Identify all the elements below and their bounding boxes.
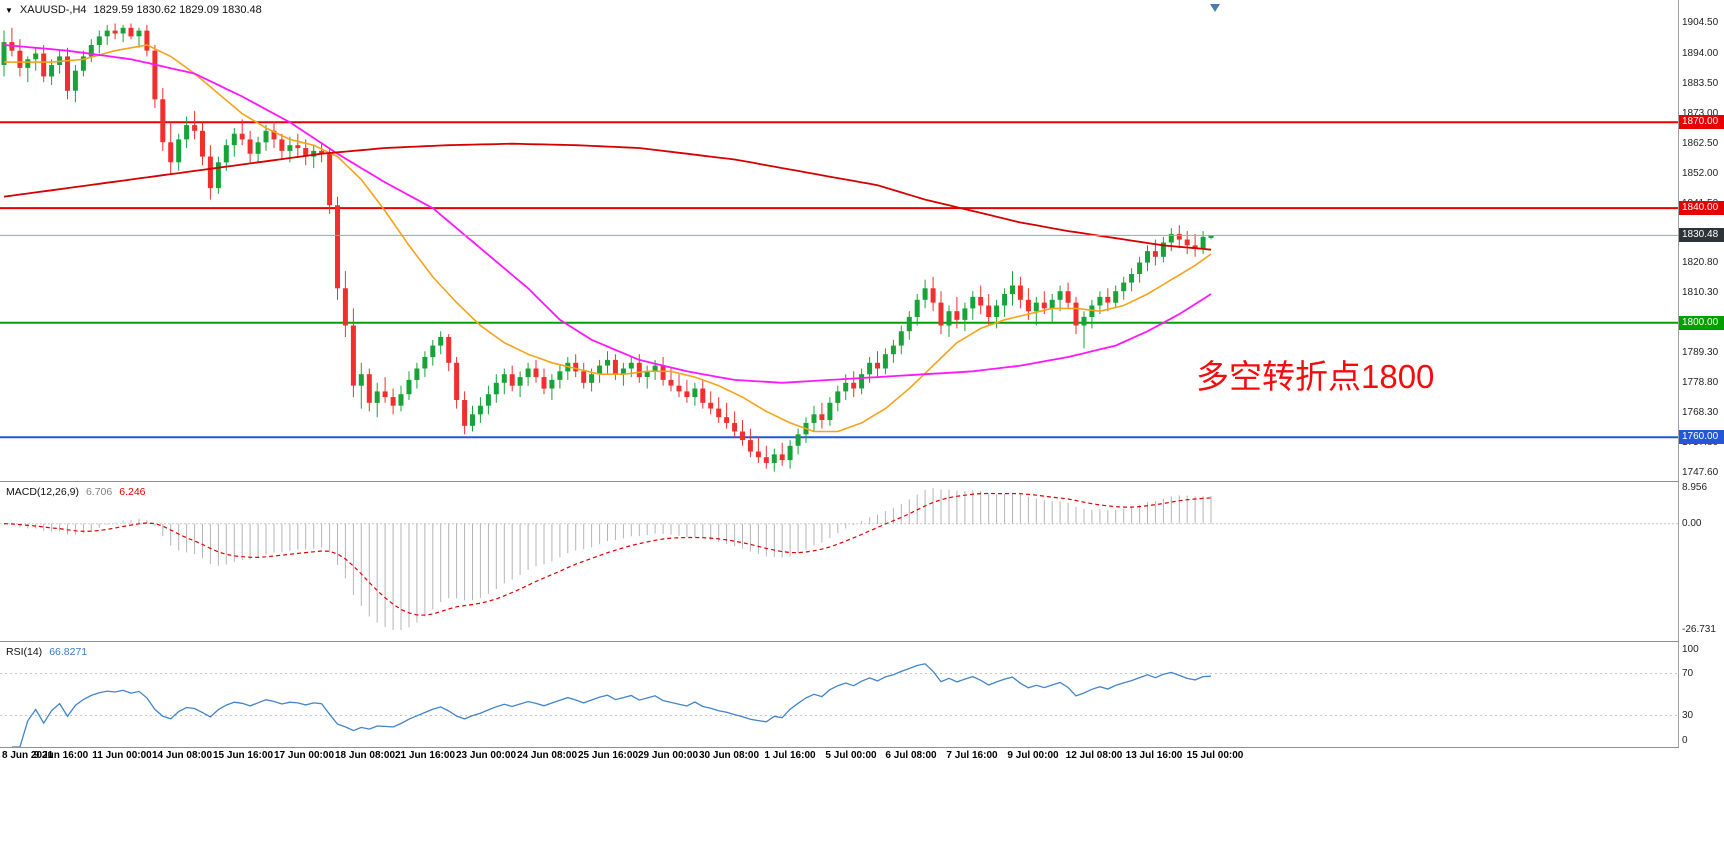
candles — [1, 23, 1214, 472]
price-tick-label: 1873.00 — [1682, 108, 1719, 119]
price-tick-label: 1747.60 — [1682, 467, 1719, 478]
rsi-axis-label: 30 — [1682, 710, 1694, 721]
ma-slow-line[interactable] — [3, 142, 1212, 251]
symbol-marker-icon: ▼ — [5, 5, 13, 15]
chart-shift-marker-icon[interactable] — [1210, 4, 1220, 12]
macd-histogram — [11, 488, 1212, 630]
time-axis-label: 17 Jun 00:00 — [273, 750, 335, 761]
time-axis-label: 1 Jul 16:00 — [764, 750, 816, 761]
time-axis-label: 14 Jun 08:00 — [151, 750, 213, 761]
rsi-axis-label: 70 — [1682, 668, 1694, 679]
price-tick-label: 1894.00 — [1682, 48, 1719, 59]
time-axis-label: 15 Jul 00:00 — [1186, 750, 1244, 761]
macd-axis-label: 0.00 — [1682, 518, 1702, 529]
rsi-axis-label: 0 — [1682, 735, 1688, 746]
macd-axis-label: -26.731 — [1682, 624, 1716, 635]
time-axis-label: 23 Jun 00:00 — [455, 750, 517, 761]
time-axis-label: 7 Jul 16:00 — [946, 750, 998, 761]
price-scale[interactable]: 1904.50 1894.00 1883.50 1873.00 1862.50 1852.… — [1678, 0, 1724, 748]
rsi-panel-plot[interactable] — [0, 642, 1678, 747]
symbol-timeframe: XAUUSD-,H4 — [19, 4, 87, 16]
macd-indicator-label: MACD(12,26,9) 6.706 6.246 — [6, 486, 146, 498]
price-tick-label: 1852.00 — [1682, 168, 1719, 179]
main-chart-plot[interactable] — [0, 0, 1678, 481]
time-axis-label: 18 Jun 08:00 — [334, 750, 396, 761]
macd-signal-line — [3, 492, 1212, 616]
ohlc-readout: 1829.59 1830.62 1829.09 1830.48 — [93, 4, 262, 16]
price-tick-label: 1789.30 — [1682, 347, 1719, 358]
time-axis-label: 8 Jun 2021 — [2, 750, 54, 761]
ma-mid-line[interactable] — [3, 44, 1212, 384]
time-axis-label: 6 Jul 08:00 — [885, 750, 937, 761]
price-tick-label: 1883.50 — [1682, 78, 1719, 89]
time-axis-label: 5 Jul 00:00 — [825, 750, 877, 761]
time-axis-label: 12 Jul 08:00 — [1065, 750, 1123, 761]
price-tick-label: 1904.50 — [1682, 17, 1719, 28]
chart-ohlc-header: ▼ XAUUSD-,H4 1829.59 1830.62 1829.09 183… — [5, 4, 262, 16]
time-axis-label: 13 Jul 16:00 — [1125, 750, 1183, 761]
price-badge-1840.00: 1840.00 — [1679, 201, 1724, 215]
time-axis-label: 9 Jul 00:00 — [1007, 750, 1059, 761]
macd-panel-plot[interactable] — [0, 482, 1678, 641]
time-axis-label: 9 Jun 16:00 — [33, 750, 89, 761]
time-scale[interactable]: 8 Jun 2021 9 Jun 16:00 11 Jun 00:00 14 Jun … — [0, 750, 1678, 768]
rsi-axis-label: 100 — [1682, 644, 1699, 655]
price-tick-label: 1820.80 — [1682, 257, 1719, 268]
time-axis-label: 29 Jun 00:00 — [637, 750, 699, 761]
macd-axis-label: 8.956 — [1682, 482, 1708, 493]
price-tick-label: 1778.80 — [1682, 377, 1719, 388]
macd-main-value: 6.706 — [85, 486, 113, 498]
time-axis-label: 21 Jun 16:00 — [394, 750, 456, 761]
price-badge-1760.00: 1760.00 — [1679, 430, 1724, 444]
current-price-badge: 1830.48 — [1679, 228, 1724, 242]
macd-name: MACD(12,26,9) — [6, 486, 79, 498]
time-axis-label: 30 Jun 08:00 — [698, 750, 760, 761]
time-axis-label: 11 Jun 00:00 — [92, 750, 152, 761]
price-tick-label: 1810.30 — [1682, 287, 1719, 298]
annotation-text: 多空转折点1800 — [1196, 358, 1435, 395]
rsi-indicator-label: RSI(14) 66.8271 — [6, 646, 87, 658]
ma-fast-line[interactable] — [4, 44, 1212, 433]
time-axis-label: 15 Jun 16:00 — [212, 750, 274, 761]
rsi-value: 66.8271 — [49, 646, 88, 658]
price-badge-1800.00: 1800.00 — [1679, 316, 1724, 330]
macd-signal-value: 6.246 — [119, 486, 146, 498]
rsi-name: RSI(14) — [6, 646, 43, 658]
time-axis-label: 24 Jun 08:00 — [516, 750, 578, 761]
time-axis-label: 25 Jun 16:00 — [577, 750, 639, 761]
panel-separator[interactable] — [0, 641, 1724, 642]
rsi-line — [11, 663, 1212, 747]
price-tick-label: 1862.50 — [1682, 138, 1719, 149]
price-badge-1870.00: 1870.00 — [1679, 115, 1724, 129]
panel-separator[interactable] — [0, 481, 1724, 482]
panel-separator[interactable] — [0, 747, 1724, 748]
price-tick-label: 1768.30 — [1682, 407, 1719, 418]
